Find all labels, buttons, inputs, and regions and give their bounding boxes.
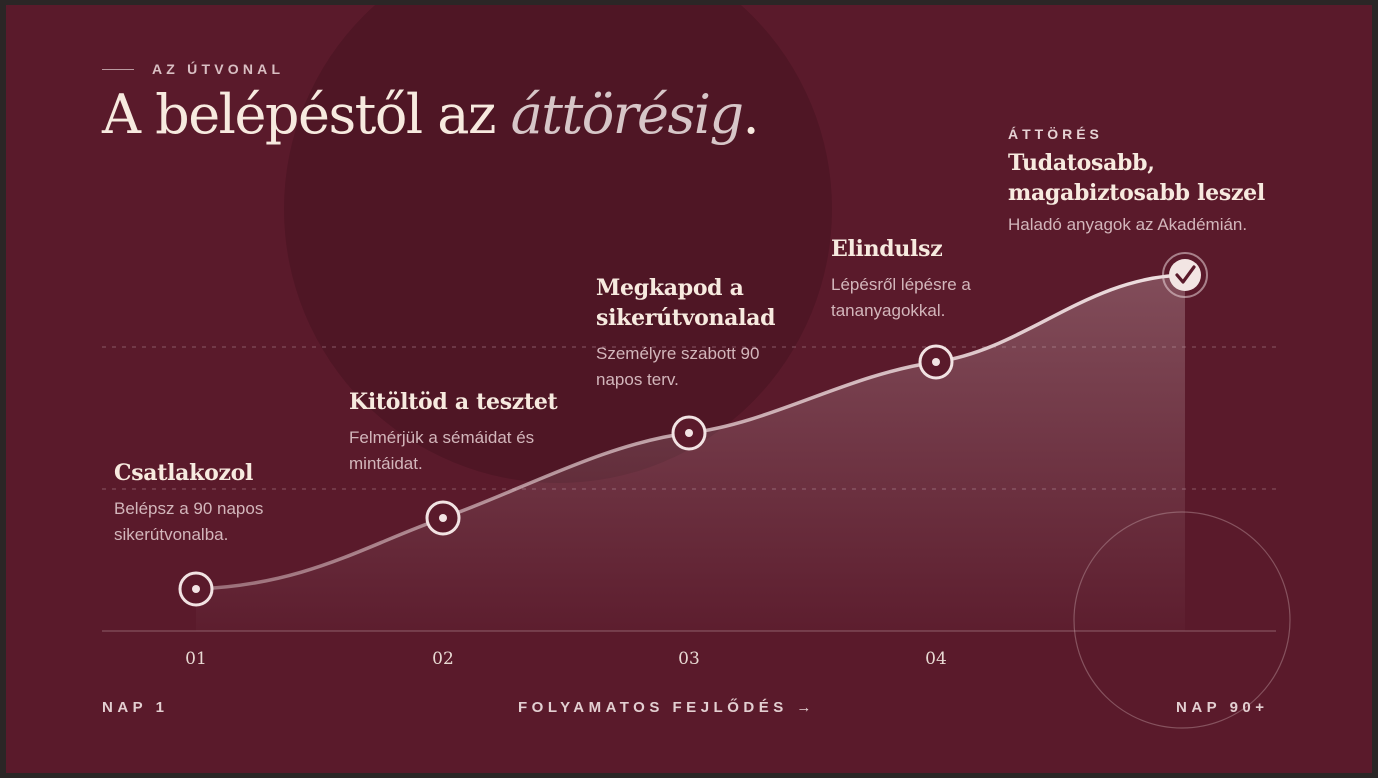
milestone-4-title-line: Elindulsz: [831, 236, 943, 262]
milestone-marker-1: [178, 571, 214, 607]
milestone-1-title-line: Csatlakozol: [114, 460, 254, 486]
page-title: A belépéstől az áttörésig.: [102, 83, 760, 146]
breakthrough-desc-line: Haladó anyagok az Akadémián.: [1008, 215, 1248, 234]
footer-progress-label: FOLYAMATOS FEJLŐDÉS →: [518, 699, 816, 716]
milestone-4-description: Lépésről lépésre a tananyagokkal.: [831, 272, 971, 324]
milestone-4: Elindulsz Lépésről lépésre a tananyagokk…: [831, 234, 971, 324]
milestone-4-title: Elindulsz: [831, 234, 971, 264]
title-end: .: [742, 83, 760, 146]
section-eyebrow: AZ ÚTVONAL: [102, 61, 284, 77]
milestone-marker-4: [918, 344, 954, 380]
milestone-3-description: Személyre szabott 90 napos terv.: [596, 341, 775, 393]
footer-start-label: NAP 1: [102, 699, 169, 716]
breakthrough-title: Tudatosabb, magabiztosabb leszel: [1008, 148, 1265, 208]
milestone-3-title: Megkapod a sikerútvonalad: [596, 273, 776, 333]
milestone-3: Megkapod a sikerútvonalad Személyre szab…: [596, 273, 776, 393]
breakthrough-title-line-1: Tudatosabb,: [1008, 150, 1155, 176]
progress-chart: [102, 252, 1291, 729]
step-number-04: 04: [925, 649, 947, 669]
step-number-01: 01: [185, 649, 207, 669]
milestone-breakthrough: ÁTTÖRÉS Tudatosabb, magabiztosabb leszel…: [1008, 126, 1265, 238]
milestone-2-title: Kitöltöd a tesztet: [349, 387, 558, 417]
title-main: A belépéstől az: [102, 83, 511, 146]
step-number-02: 02: [432, 649, 454, 669]
roadmap-slide: AZ ÚTVONAL A belépéstől az áttörésig.: [6, 5, 1372, 773]
eyebrow-label: AZ ÚTVONAL: [152, 61, 285, 77]
breakthrough-kicker: ÁTTÖRÉS: [1008, 126, 1103, 142]
milestone-2-desc-line-1: Felmérjük a sémáidat és: [349, 428, 535, 447]
milestone-4-desc-line-1: Lépésről lépésre a: [831, 275, 971, 294]
milestone-marker-3: [671, 415, 707, 451]
milestone-2-description: Felmérjük a sémáidat és mintáidat.: [349, 425, 557, 477]
milestone-3-title-line-2: sikerútvonalad: [596, 305, 776, 331]
milestone-3-desc-line-2: napos terv.: [596, 370, 679, 389]
step-number-03: 03: [678, 649, 700, 669]
milestone-2-title-line: Kitöltöd a tesztet: [349, 389, 558, 415]
milestone-1-title: Csatlakozol: [114, 458, 263, 488]
milestone-1-desc-line-1: Belépsz a 90 napos: [114, 499, 264, 518]
background-circle: [284, 5, 832, 483]
milestone-4-desc-line-2: tananyagokkal.: [831, 301, 946, 320]
milestone-1-desc-line-2: sikerútvonalba.: [114, 525, 229, 544]
milestone-2: Kitöltöd a tesztet Felmérjük a sémáidat …: [349, 387, 558, 477]
breakthrough-description: Haladó anyagok az Akadémián.: [1008, 212, 1265, 238]
decorative-ring: [1073, 511, 1291, 729]
milestone-2-desc-line-2: mintáidat.: [349, 454, 423, 473]
milestone-1-description: Belépsz a 90 napos sikerútvonalba.: [114, 496, 263, 548]
milestone-3-desc-line-1: Személyre szabott 90: [596, 344, 760, 363]
milestone-marker-2: [425, 500, 461, 536]
milestone-3-title-line-1: Megkapod a: [596, 275, 744, 301]
footer-end-label: NAP 90+: [1176, 699, 1269, 716]
breakthrough-title-line-2: magabiztosabb leszel: [1008, 180, 1265, 206]
title-accent: áttörésig: [510, 83, 744, 146]
checkmark-icon: [1162, 252, 1208, 298]
eyebrow-line: [102, 68, 134, 70]
milestone-1: Csatlakozol Belépsz a 90 napos sikerútvo…: [114, 458, 263, 548]
